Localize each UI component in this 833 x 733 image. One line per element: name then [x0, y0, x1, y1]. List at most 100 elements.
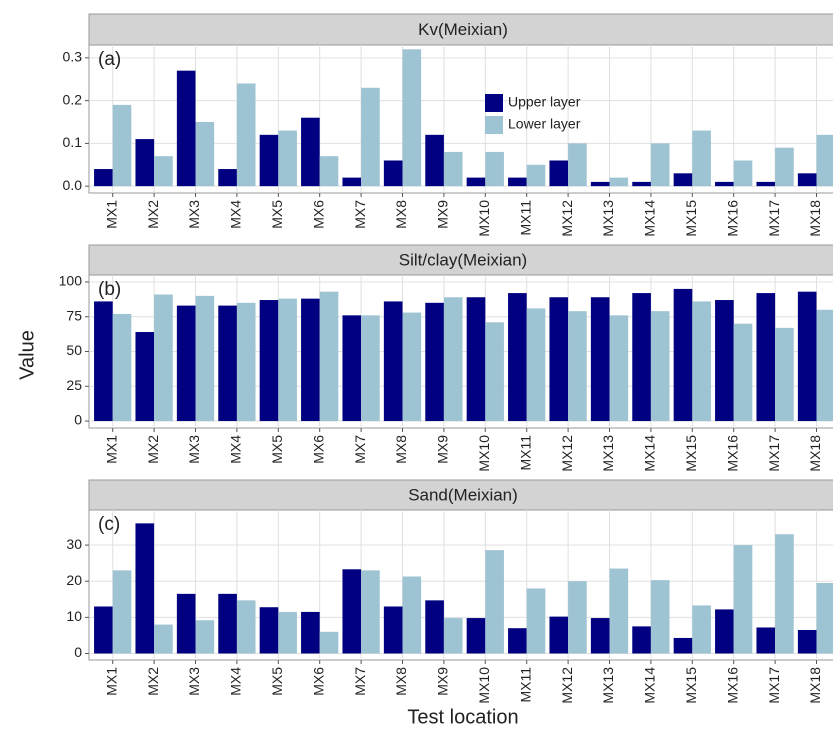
bar [236, 600, 256, 654]
bar [135, 139, 155, 187]
strip [88, 244, 833, 276]
strip [88, 479, 833, 511]
bar [402, 576, 422, 654]
bar [425, 302, 444, 422]
bar [195, 121, 215, 187]
x-tick-label: MX9 [435, 667, 451, 696]
panel-annotation: (a) [98, 49, 121, 70]
panel-title: Silt/clay(Meixian) [399, 250, 527, 269]
bar [650, 143, 670, 187]
x-tick-label: MX8 [393, 200, 409, 229]
legend-swatch [485, 94, 503, 112]
bar [259, 300, 279, 422]
x-tick-label: MX8 [393, 435, 409, 464]
bar [383, 301, 403, 422]
bar [301, 298, 320, 422]
x-tick-label: MX3 [186, 667, 202, 696]
bar [236, 83, 256, 187]
x-tick-label: MX11 [517, 435, 533, 471]
bar [733, 323, 753, 422]
bar [154, 156, 173, 187]
bar [342, 315, 362, 422]
x-tick-label: MX9 [435, 200, 451, 229]
bar [176, 593, 196, 654]
y-axis-label: Value [16, 330, 38, 380]
bar [673, 173, 693, 187]
bar [319, 156, 339, 187]
y-tick-label: 0.3 [63, 49, 83, 65]
y-tick-label: 20 [66, 572, 82, 588]
x-tick-label: MX12 [559, 200, 575, 237]
x-tick-label: MX6 [310, 435, 326, 464]
x-tick-label: MX10 [476, 200, 492, 237]
bar [756, 627, 776, 654]
bar [508, 628, 527, 654]
bar [135, 332, 155, 422]
bar [733, 545, 753, 654]
y-tick-label: 75 [66, 307, 82, 323]
x-tick-label: MX15 [683, 435, 699, 472]
bar [236, 302, 256, 422]
panel-title: Sand(Meixian) [408, 485, 518, 504]
x-tick-label: MX3 [186, 435, 202, 464]
x-tick-label: MX6 [310, 667, 326, 696]
bar [673, 288, 693, 422]
bar [195, 295, 215, 422]
x-tick-label: MX11 [517, 200, 533, 236]
bar [756, 293, 776, 422]
bar [650, 311, 670, 422]
x-tick-label: MX7 [352, 435, 368, 464]
bar [425, 600, 444, 654]
bar [609, 315, 629, 422]
bar [443, 297, 463, 422]
bar [692, 130, 711, 187]
x-tick-label: MX12 [559, 667, 575, 704]
y-tick-label: 0.0 [63, 177, 83, 193]
y-tick-label: 0.1 [63, 134, 83, 150]
bar [526, 164, 546, 187]
x-tick-label: MX17 [766, 435, 782, 472]
strip [88, 13, 833, 46]
bar [94, 606, 113, 654]
bar [176, 305, 196, 422]
x-tick-label: MX2 [145, 667, 161, 696]
bar [361, 315, 380, 422]
bar [816, 134, 833, 187]
panel-annotation: (b) [98, 279, 121, 300]
bar [632, 181, 651, 187]
bar [259, 607, 279, 654]
bar [650, 580, 670, 654]
x-tick-label: MX3 [186, 200, 202, 229]
bar [715, 181, 734, 187]
x-tick-label: MX1 [103, 667, 119, 696]
y-tick-label: 25 [66, 377, 82, 393]
bar [383, 160, 403, 187]
bar [94, 169, 113, 187]
bar [383, 606, 403, 654]
x-tick-label: MX10 [476, 435, 492, 472]
y-tick-label: 10 [66, 608, 82, 624]
bar [549, 616, 569, 654]
x-tick-label: MX4 [228, 200, 244, 229]
x-tick-label: MX2 [145, 200, 161, 229]
bar [733, 160, 753, 187]
bar [508, 177, 527, 187]
bar [218, 305, 237, 422]
panel-annotation: (c) [98, 514, 120, 535]
bar [797, 173, 817, 187]
bar [112, 104, 132, 187]
bar [715, 609, 734, 654]
bar [568, 581, 587, 654]
x-tick-label: MX18 [807, 667, 823, 704]
bar [590, 618, 610, 654]
x-tick-label: MX14 [642, 435, 658, 472]
bar [632, 626, 651, 654]
bar [797, 630, 817, 654]
x-tick-label: MX7 [352, 200, 368, 229]
bar [278, 611, 297, 654]
x-tick-label: MX18 [807, 435, 823, 472]
bar [195, 620, 215, 654]
bar [402, 312, 422, 422]
x-tick-label: MX17 [766, 200, 782, 237]
